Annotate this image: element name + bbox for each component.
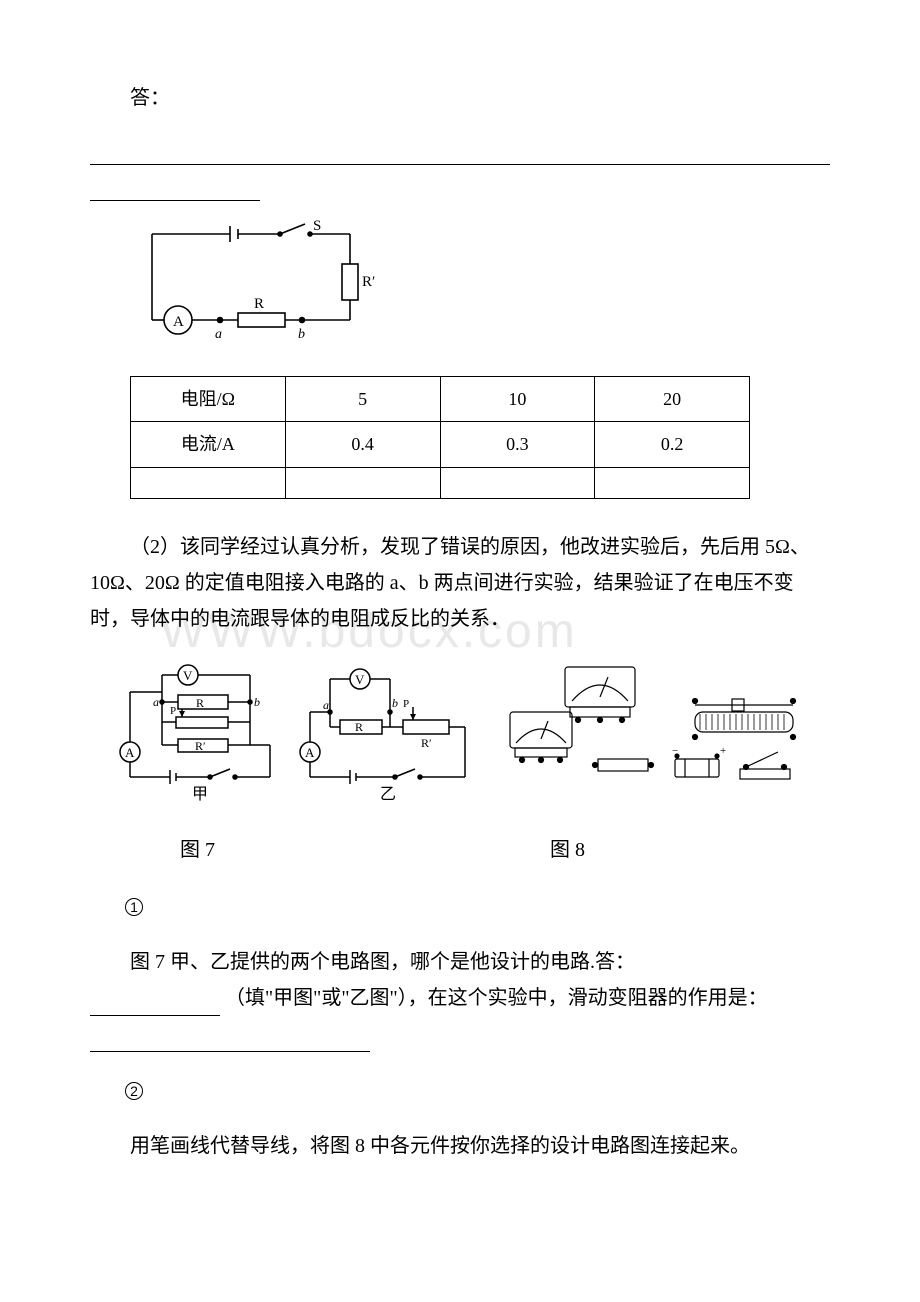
resistance-val-3: 20 (595, 377, 750, 422)
svg-text:+: + (720, 745, 726, 757)
item-marker-1: 1 (125, 898, 143, 916)
p-label-yi: P (403, 698, 409, 710)
figure-labels: 图 7 图 8 (140, 832, 830, 868)
answer-blank-line-2 (90, 176, 260, 201)
resistance-val-1: 5 (285, 377, 440, 422)
current-val-2: 0.3 (440, 422, 595, 467)
yi-label: 乙 (380, 786, 396, 803)
b-label-jia: b (254, 695, 260, 709)
ammeter-label-yi: A (305, 745, 315, 760)
paragraph-2: （2）该同学经过认真分析，发现了错误的原因，他改进实验后，先后用 5Ω、10Ω、… (90, 529, 830, 637)
item-marker-2: 2 (125, 1082, 143, 1100)
voltmeter-label-yi: V (355, 672, 365, 687)
point-a-label: a (215, 327, 222, 342)
voltmeter-label-jia: V (183, 668, 193, 683)
answer-blank-line-1 (90, 136, 830, 165)
figure-row: A V a b R (110, 657, 830, 812)
answer-prompt: 答： (90, 80, 830, 116)
ammeter-label-jia: A (125, 745, 135, 760)
current-header: 电流/A (131, 422, 286, 467)
jia-label: 甲 (192, 786, 208, 803)
rp-label-yi: R′ (421, 736, 432, 750)
item1-pre: 图 7 甲、乙提供的两个电路图，哪个是他设计的电路.答： (130, 951, 635, 973)
point-b-label: b (298, 327, 305, 342)
r-prime-label: R′ (362, 274, 375, 290)
item1-mid: （填"甲图"或"乙图"），在这个实验中，滑动变阻器的作用是： (225, 987, 768, 1009)
row-current: 电流/A 0.4 0.3 0.2 (131, 422, 750, 467)
resistance-header: 电阻/Ω (131, 377, 286, 422)
question-item-1: 图 7 甲、乙提供的两个电路图，哪个是他设计的电路.答： （填"甲图"或"乙图"… (90, 944, 830, 1052)
row-resistance: 电阻/Ω 5 10 20 (131, 377, 750, 422)
p-label-jia: P (170, 705, 176, 717)
b-label-yi: b (392, 696, 398, 710)
blank-jia-yi (90, 991, 220, 1016)
a-label-yi: a (323, 698, 329, 712)
current-val-3: 0.2 (595, 422, 750, 467)
answer-label: 答： (130, 87, 170, 109)
circuit-diagram-1: S R′ R a b A (120, 216, 830, 346)
row-empty (131, 467, 750, 498)
ammeter-a-label: A (173, 314, 184, 330)
current-val-1: 0.4 (285, 422, 440, 467)
apparatus-sketch: − + (510, 667, 796, 779)
a-label-jia: a (153, 695, 159, 709)
r-label: R (254, 296, 264, 312)
r-label-yi: R (355, 720, 363, 734)
data-table: 电阻/Ω 5 10 20 电流/A 0.4 0.3 0.2 (130, 376, 750, 499)
resistance-val-2: 10 (440, 377, 595, 422)
switch-s-label: S (313, 218, 321, 234)
rp-label-jia: R′ (195, 739, 206, 753)
blank-function (90, 1027, 370, 1052)
r-label-jia: R (196, 696, 204, 710)
svg-text:−: − (672, 745, 678, 757)
question-item-2: 用笔画线代替导线，将图 8 中各元件按你选择的设计电路图连接起来。 (90, 1128, 830, 1164)
